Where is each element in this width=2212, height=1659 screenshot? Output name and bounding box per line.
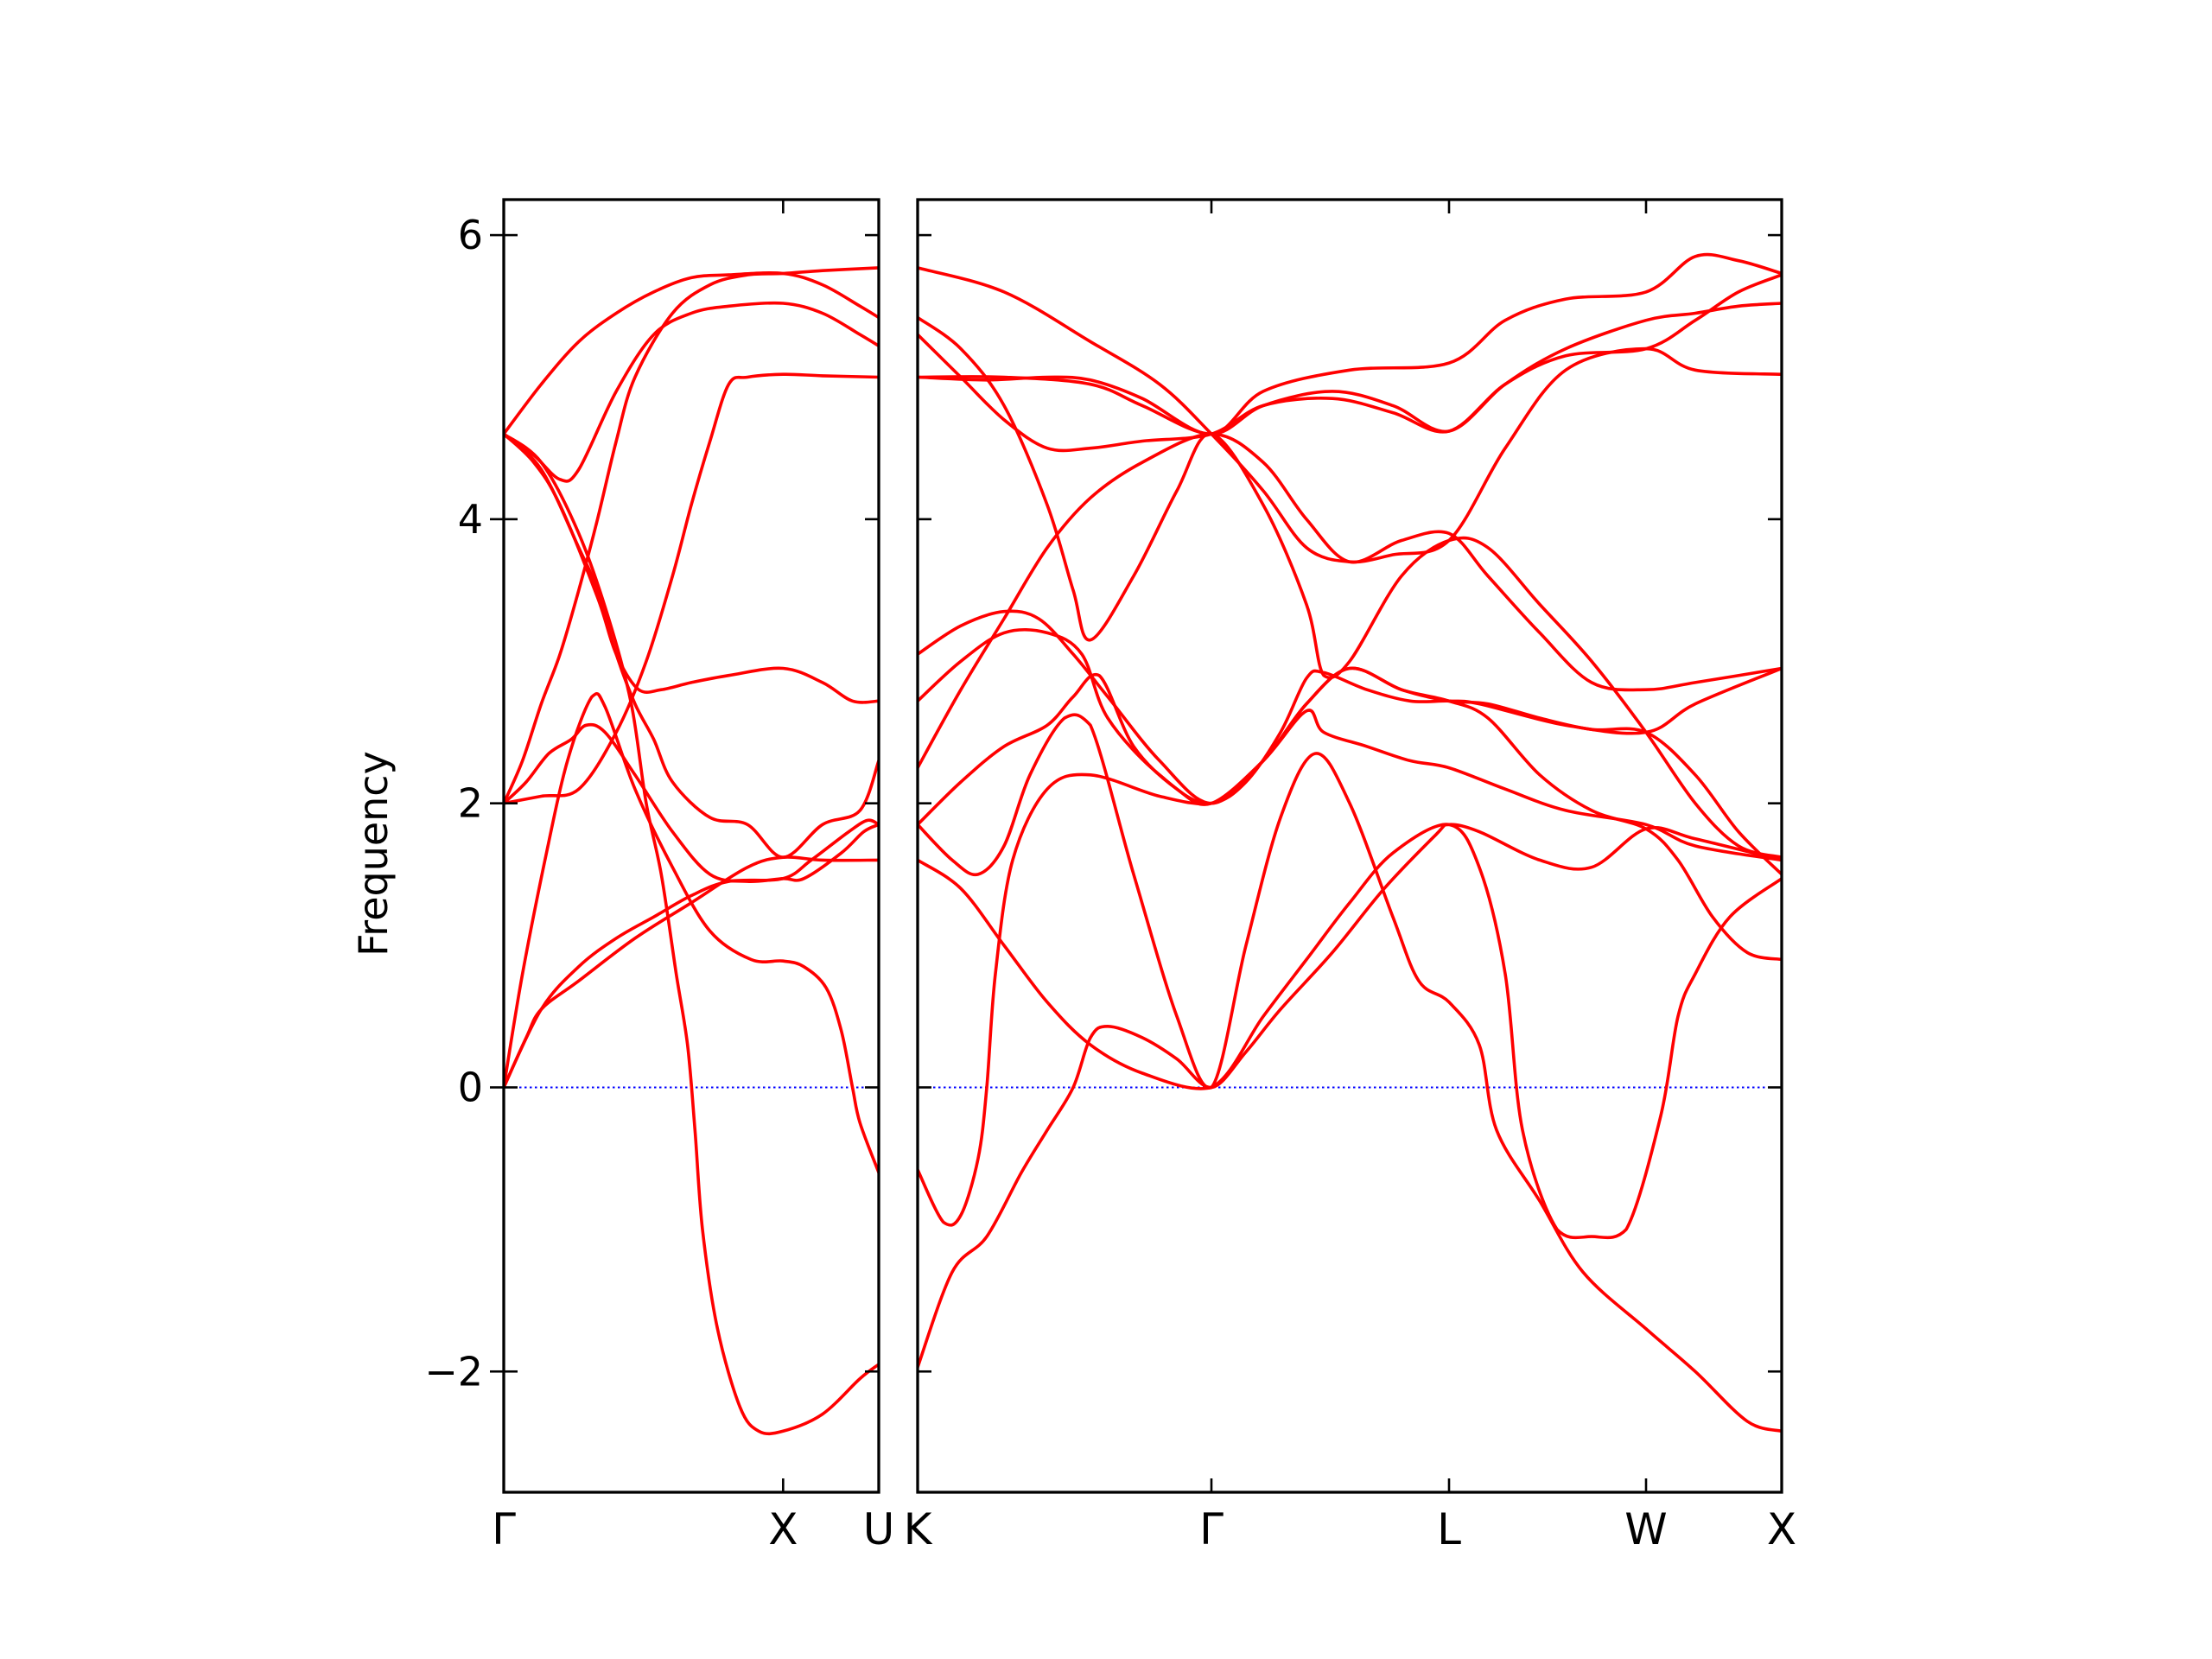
band-line-4 [504,432,879,704]
y-tick-label: 2 [458,780,483,827]
band-line-9 [504,722,879,884]
band-line-10 [504,818,879,1090]
band-line-12 [918,266,1782,564]
plot-frame [502,198,880,1494]
y-tick-label: 6 [458,212,483,258]
band-line-5 [504,432,879,859]
band-line-7 [504,271,879,436]
x-tick-label: L [1437,1504,1461,1554]
band-line-2 [918,666,1782,1227]
band-line-2 [504,692,879,1174]
band-line-3 [504,432,879,1436]
y-tick-label: 0 [458,1064,483,1110]
band-line-8 [504,372,879,805]
x-tick-label: Γ [1199,1504,1224,1554]
band-line-9 [918,315,1782,859]
band-line-11 [504,266,879,805]
x-tick-label: X [1767,1504,1796,1554]
x-tick-label: U [863,1504,895,1554]
band-line-1 [918,823,1782,1370]
band-line-13 [918,302,1782,436]
band-line-10 [918,273,1782,453]
x-tick-label: Γ [492,1504,516,1554]
band-line-4 [918,823,1782,1240]
x-tick-label: K [904,1504,933,1554]
band-line-6 [918,628,1782,962]
x-tick-label: W [1624,1504,1667,1554]
band-line-5 [918,672,1782,862]
y-tick-label: 4 [458,496,483,543]
panel-gamma-x-u: −2 0 2 4 6 Γ X U [424,198,895,1554]
band-line-3 [918,713,1782,1433]
x-tick-label: X [768,1504,798,1554]
band-line-8 [918,432,1782,770]
band-line-6 [504,301,879,483]
plot-frame [916,198,1783,1494]
band-line-11 [918,252,1782,436]
y-axis-label: Frequency [350,751,397,957]
y-tick-label: −2 [424,1348,483,1395]
band-line-1 [504,855,879,1090]
